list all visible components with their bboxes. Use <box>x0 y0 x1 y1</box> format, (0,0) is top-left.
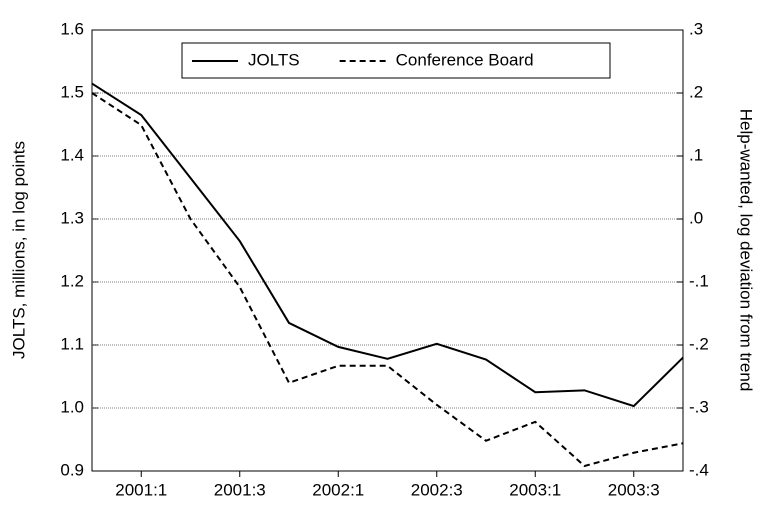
x-tick-label: 2003:3 <box>608 480 660 499</box>
y-tick-label: 1.4 <box>60 145 84 164</box>
legend-label: JOLTS <box>248 50 300 69</box>
y2-axis-label: Help-wanted, log deviation from trend <box>737 109 756 392</box>
y2-tick-label: .2 <box>689 82 703 101</box>
series-line <box>91 82 684 408</box>
legend-label: Conference Board <box>396 50 534 69</box>
y2-tick-label: -.4 <box>689 460 709 479</box>
y-tick-label: 1.3 <box>60 208 84 227</box>
y2-tick-label: .0 <box>689 208 703 227</box>
legend-box <box>181 42 611 79</box>
x-tick-label: 2001:1 <box>115 480 167 499</box>
x-tick-label: 2002:3 <box>411 480 463 499</box>
y-tick-label: 1.5 <box>60 82 84 101</box>
y2-tick-label: -.2 <box>689 334 709 353</box>
x-tick-label: 2002:1 <box>312 480 364 499</box>
y2-tick-label: -.3 <box>689 397 709 416</box>
y2-tick-label: .1 <box>689 145 703 164</box>
y-tick-label: 1.1 <box>60 334 84 353</box>
y-tick-label: 1.2 <box>60 271 84 290</box>
y2-tick-label: .3 <box>689 19 703 38</box>
y-tick-label: 0.9 <box>60 460 84 479</box>
y-tick-label: 1.6 <box>60 19 84 38</box>
y2-tick-label: -.1 <box>689 271 709 290</box>
x-tick-label: 2003:1 <box>509 480 561 499</box>
series-line <box>91 92 684 468</box>
x-tick-label: 2001:3 <box>214 480 266 499</box>
y-axis-label: JOLTS, millions, in log points <box>9 141 28 359</box>
y-tick-label: 1.0 <box>60 397 84 416</box>
plot-frame <box>91 29 684 472</box>
